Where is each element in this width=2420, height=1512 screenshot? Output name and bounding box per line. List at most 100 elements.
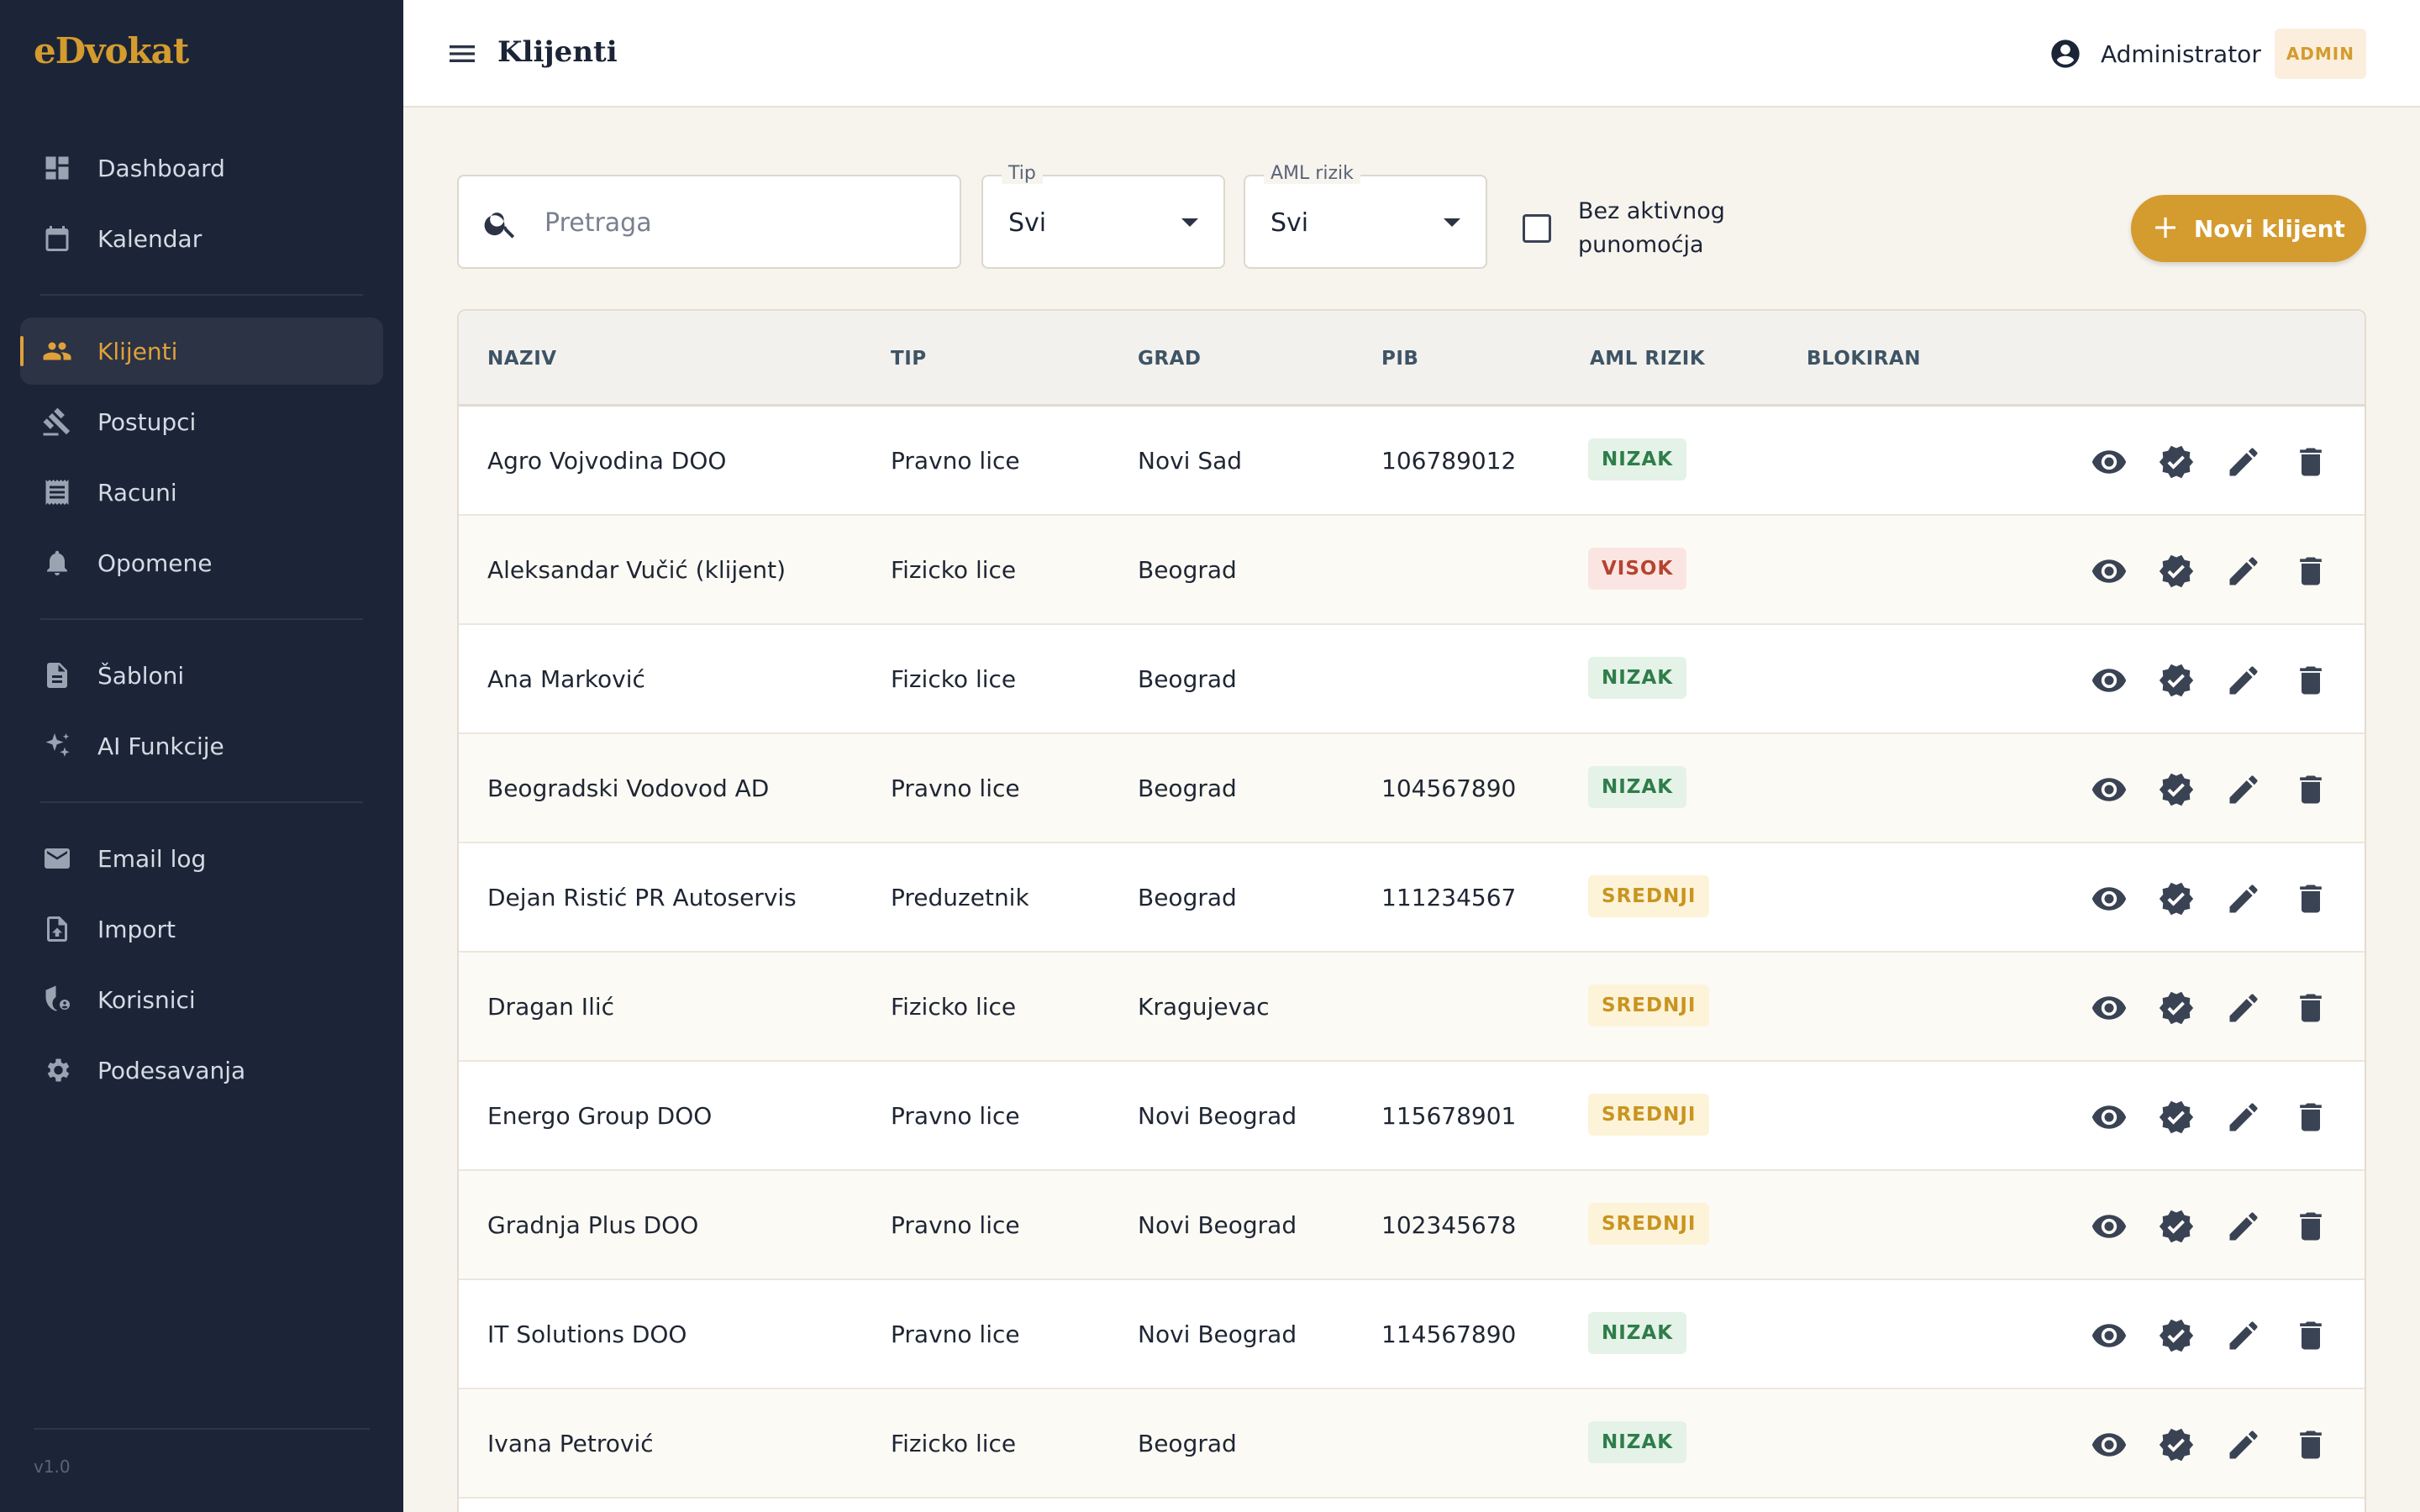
- edit-button[interactable]: [2223, 879, 2264, 919]
- sidebar-item-import[interactable]: Import: [20, 895, 383, 963]
- verify-button[interactable]: [2156, 551, 2196, 591]
- table-row[interactable]: Beogradski Vodovod AD Pravno lice Beograd 1…: [459, 734, 2365, 843]
- sidebar-item-racuni[interactable]: Racuni: [20, 459, 383, 526]
- verify-button[interactable]: [2156, 1206, 2196, 1247]
- verify-button[interactable]: [2156, 769, 2196, 810]
- edit-button[interactable]: [2223, 1206, 2264, 1247]
- column-header-pib[interactable]: PIB: [1381, 348, 1419, 370]
- view-button[interactable]: [2089, 1315, 2129, 1356]
- eye-icon: [2091, 996, 2127, 1020]
- verify-button[interactable]: [2156, 1315, 2196, 1356]
- caret-down-icon: [1444, 218, 1460, 227]
- sidebar-item-podesavanja[interactable]: Podesavanja: [20, 1037, 383, 1104]
- table-row[interactable]: Ana Marković Fizicko lice Beograd NIZAK: [459, 625, 2365, 734]
- view-button[interactable]: [2089, 988, 2129, 1028]
- column-header-blokiran[interactable]: BLOKIRAN: [1807, 348, 1922, 370]
- no-active-power-of-attorney-filter[interactable]: Bez aktivnog punomoćja: [1523, 195, 1746, 262]
- column-header-grad[interactable]: GRAD: [1138, 348, 1202, 370]
- pencil-icon: [2229, 1431, 2258, 1459]
- view-button[interactable]: [2089, 1097, 2129, 1137]
- edit-button[interactable]: [2223, 442, 2264, 482]
- table-row[interactable]: Energo Group DOO Pravno lice Novi Beograd 1…: [459, 1062, 2365, 1171]
- verified-badge-icon: [2159, 991, 2194, 1025]
- user-menu[interactable]: Administrator ADMIN: [2049, 29, 2366, 79]
- cell-grad: Beograd: [1138, 774, 1237, 802]
- view-button[interactable]: [2089, 660, 2129, 701]
- aml-risk-select[interactable]: AML rizik Svi: [1244, 163, 1487, 269]
- menu-icon[interactable]: [445, 37, 479, 71]
- verify-button[interactable]: [2156, 1097, 2196, 1137]
- edit-button[interactable]: [2223, 1315, 2264, 1356]
- delete-button[interactable]: [2291, 988, 2331, 1028]
- view-button[interactable]: [2089, 1425, 2129, 1465]
- delete-button[interactable]: [2291, 879, 2331, 919]
- column-header-naziv[interactable]: NAZIV: [487, 348, 557, 370]
- delete-button[interactable]: [2291, 1206, 2331, 1247]
- delete-button[interactable]: [2291, 1097, 2331, 1137]
- sidebar-item-dashboard[interactable]: Dashboard: [20, 134, 383, 202]
- table-row[interactable]: Agro Vojvodina DOO Pravno lice Novi Sad 106…: [459, 407, 2365, 516]
- sidebar-item-klijenti[interactable]: Klijenti: [20, 318, 383, 385]
- column-header-aml-rizik[interactable]: AML RIZIK: [1590, 348, 1706, 370]
- sidebar-item-kalendar[interactable]: Kalendar: [20, 205, 383, 272]
- verify-button[interactable]: [2156, 442, 2196, 482]
- eye-icon: [2091, 1324, 2127, 1347]
- delete-button[interactable]: [2291, 769, 2331, 810]
- search-field[interactable]: [457, 175, 961, 269]
- search-input[interactable]: [544, 202, 939, 244]
- row-actions: [2062, 769, 2331, 810]
- table-row[interactable]: Gradnja Plus DOO Pravno lice Novi Beograd 1…: [459, 1171, 2365, 1280]
- edit-button[interactable]: [2223, 660, 2264, 701]
- verified-badge-icon: [2159, 1210, 2194, 1243]
- delete-button[interactable]: [2291, 442, 2331, 482]
- view-button[interactable]: [2089, 879, 2129, 919]
- table-row[interactable]: Ivana Petrović Fizicko lice Beograd NIZAK: [459, 1389, 2365, 1499]
- sidebar-item-korisnici[interactable]: Korisnici: [20, 966, 383, 1033]
- caret-down-icon: [1181, 218, 1198, 227]
- cell-pib: 106789012: [1381, 447, 1517, 475]
- sidebar-item-ai-funkcije[interactable]: AI Funkcije: [20, 712, 383, 780]
- edit-button[interactable]: [2223, 1097, 2264, 1137]
- sidebar-item-email-log[interactable]: Email log: [20, 825, 383, 892]
- app-logo[interactable]: eDvokat: [34, 30, 189, 71]
- tip-select[interactable]: Tip Svi: [981, 163, 1225, 269]
- edit-button[interactable]: [2223, 988, 2264, 1028]
- table-row[interactable]: IT Solutions DOO Pravno lice Novi Beograd 1…: [459, 1280, 2365, 1389]
- trash-icon: [2300, 666, 2322, 695]
- delete-button[interactable]: [2291, 660, 2331, 701]
- plus-icon: +: [2152, 208, 2179, 245]
- eye-icon: [2091, 559, 2127, 583]
- verify-button[interactable]: [2156, 1425, 2196, 1465]
- table-row[interactable]: Dejan Ristić PR Autoservis Preduzetnik Beo…: [459, 843, 2365, 953]
- page-title: Klijenti: [497, 35, 618, 69]
- sidebar-item-postupci[interactable]: Postupci: [20, 388, 383, 455]
- delete-button[interactable]: [2291, 551, 2331, 591]
- view-button[interactable]: [2089, 442, 2129, 482]
- sidebar-item-sabloni[interactable]: Šabloni: [20, 642, 383, 709]
- view-button[interactable]: [2089, 1206, 2129, 1247]
- edit-button[interactable]: [2223, 551, 2264, 591]
- edit-button[interactable]: [2223, 1425, 2264, 1465]
- receipt-icon: [40, 475, 74, 509]
- delete-button[interactable]: [2291, 1315, 2331, 1356]
- column-header-tip[interactable]: TIP: [891, 348, 927, 370]
- delete-button[interactable]: [2291, 1425, 2331, 1465]
- aml-risk-badge: NIZAK: [1588, 1421, 1687, 1463]
- eye-icon: [2091, 450, 2127, 474]
- checkbox[interactable]: [1523, 214, 1551, 243]
- cell-naziv: Energo Group DOO: [487, 1102, 713, 1130]
- document-icon: [40, 659, 74, 692]
- table-row[interactable]: Aleksandar Vučić (klijent) Fizicko lice Be…: [459, 516, 2365, 625]
- new-client-button[interactable]: + Novi klijent: [2131, 195, 2366, 262]
- view-button[interactable]: [2089, 551, 2129, 591]
- verify-button[interactable]: [2156, 660, 2196, 701]
- edit-button[interactable]: [2223, 769, 2264, 810]
- sidebar-item-opomene[interactable]: Opomene: [20, 529, 383, 596]
- verify-button[interactable]: [2156, 879, 2196, 919]
- pencil-icon: [2229, 994, 2258, 1022]
- cell-pib: 114567890: [1381, 1320, 1517, 1348]
- view-button[interactable]: [2089, 769, 2129, 810]
- eye-icon: [2091, 669, 2127, 692]
- table-row[interactable]: Dragan Ilić Fizicko lice Kragujevac SREDNJI: [459, 953, 2365, 1062]
- verify-button[interactable]: [2156, 988, 2196, 1028]
